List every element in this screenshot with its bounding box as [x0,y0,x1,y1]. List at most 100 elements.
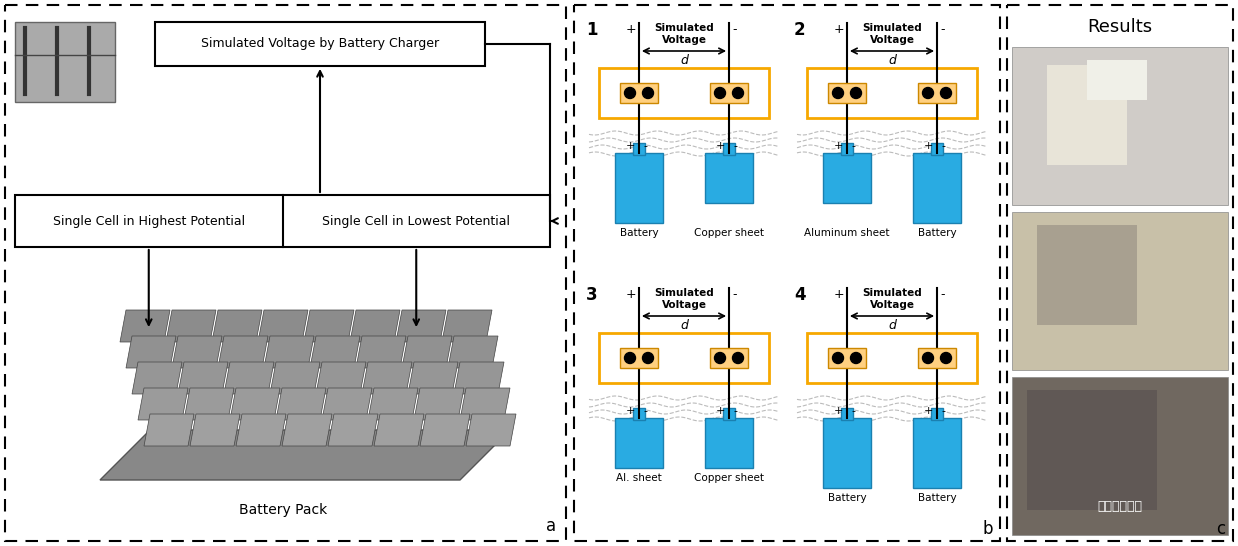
Polygon shape [448,336,498,368]
Text: +: + [625,406,635,416]
Polygon shape [282,414,332,446]
Polygon shape [258,310,308,342]
Text: Simulated
Voltage: Simulated Voltage [862,288,922,310]
Circle shape [733,353,744,364]
Polygon shape [402,336,452,368]
Text: +: + [625,288,636,301]
Bar [912,418,961,488]
Bar [931,143,943,155]
Circle shape [922,353,933,364]
Text: Battery: Battery [828,493,867,503]
Text: +: + [924,406,933,416]
Polygon shape [137,388,188,420]
Bar [1037,225,1136,325]
Text: Single Cell in Lowest Potential: Single Cell in Lowest Potential [322,215,510,228]
Polygon shape [420,414,470,446]
Bar [620,348,659,368]
Bar [823,418,872,488]
Bar [711,83,748,103]
Circle shape [624,353,635,364]
Bar [931,408,943,420]
Bar [919,348,956,368]
Circle shape [832,87,843,98]
Text: -: - [643,141,647,151]
Bar [1011,377,1228,535]
Circle shape [941,353,952,364]
Text: +: + [625,23,636,36]
Polygon shape [270,362,319,394]
Polygon shape [212,310,262,342]
Polygon shape [264,336,314,368]
Circle shape [733,87,744,98]
Bar [723,143,735,155]
Text: -: - [941,141,945,151]
Bar [807,333,977,383]
Circle shape [832,353,843,364]
Text: -: - [732,288,737,301]
Circle shape [714,353,725,364]
Text: c: c [1217,520,1226,538]
Text: Results: Results [1087,18,1153,36]
Polygon shape [328,414,378,446]
Polygon shape [126,336,176,368]
Circle shape [643,87,654,98]
Bar [841,408,853,420]
Polygon shape [461,388,510,420]
Text: -: - [732,23,737,36]
Polygon shape [442,310,491,342]
Bar [823,153,872,203]
Bar [723,408,735,420]
Text: Copper sheet: Copper sheet [695,473,764,483]
Polygon shape [166,310,215,342]
Text: 4: 4 [794,286,806,304]
Bar [828,348,867,368]
Text: +: + [716,141,725,151]
Text: Battery Pack: Battery Pack [239,503,327,517]
Bar [620,83,659,103]
Polygon shape [310,336,360,368]
Bar [15,195,550,247]
Bar [828,83,867,103]
Text: Simulated
Voltage: Simulated Voltage [862,23,922,45]
Polygon shape [100,430,510,480]
Polygon shape [189,414,240,446]
Bar [704,418,753,468]
Polygon shape [322,388,371,420]
Bar [615,153,664,223]
Text: Simulated
Voltage: Simulated Voltage [654,288,714,310]
Polygon shape [305,310,354,342]
Bar [1087,60,1146,100]
Polygon shape [409,362,458,394]
Bar [5,5,566,541]
Polygon shape [224,362,274,394]
Text: 3: 3 [586,286,598,304]
Bar [912,153,961,223]
Text: Al. sheet: Al. sheet [617,473,662,483]
Text: -: - [940,288,945,301]
Bar [807,68,977,118]
Text: +: + [833,141,843,151]
Text: 2: 2 [794,21,806,39]
Polygon shape [172,336,222,368]
Text: d: d [680,319,688,332]
Text: -: - [733,406,737,416]
Circle shape [851,87,862,98]
Polygon shape [361,362,412,394]
Bar [704,153,753,203]
Circle shape [624,87,635,98]
Bar [574,5,1000,541]
Text: Battery: Battery [620,228,659,238]
Polygon shape [236,414,286,446]
Polygon shape [230,388,280,420]
Polygon shape [316,362,366,394]
Text: +: + [716,406,725,416]
Bar [155,22,485,66]
Text: -: - [851,406,855,416]
Polygon shape [454,362,504,394]
Text: Aluminum sheet: Aluminum sheet [805,228,890,238]
Polygon shape [413,388,464,420]
Bar [919,83,956,103]
Text: d: d [888,54,896,67]
Text: Single Cell in Highest Potential: Single Cell in Highest Potential [53,215,245,228]
Bar [841,143,853,155]
